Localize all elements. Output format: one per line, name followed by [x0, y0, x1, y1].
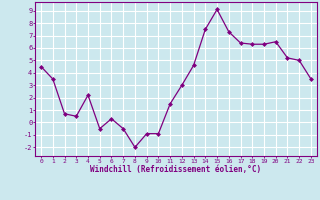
- X-axis label: Windchill (Refroidissement éolien,°C): Windchill (Refroidissement éolien,°C): [91, 165, 261, 174]
